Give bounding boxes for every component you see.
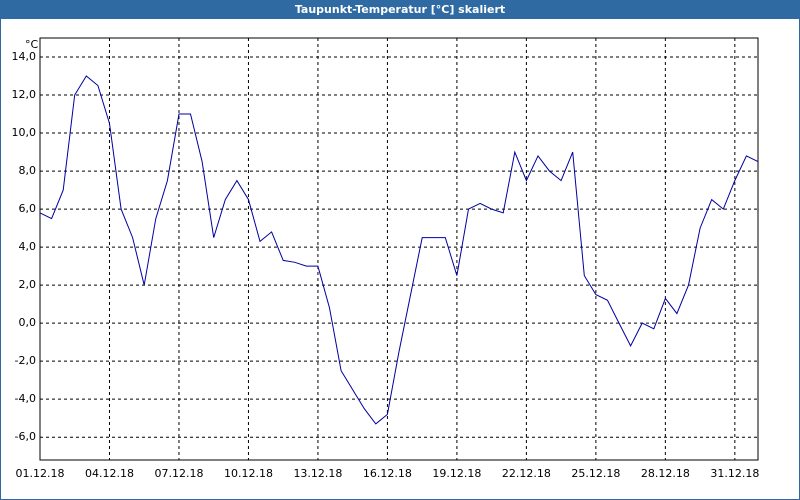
y-tick-label: 4,0 bbox=[19, 240, 37, 253]
y-tick-label: 8,0 bbox=[19, 164, 37, 177]
x-tick-label: 10.12.18 bbox=[224, 467, 273, 480]
x-tick-label: 07.12.18 bbox=[154, 467, 203, 480]
x-tick-label: 16.12.18 bbox=[363, 467, 412, 480]
y-tick-label: -6,0 bbox=[15, 430, 36, 443]
x-tick-label: 22.12.18 bbox=[502, 467, 551, 480]
y-tick-label: -2,0 bbox=[15, 354, 36, 367]
x-tick-label: 31.12.18 bbox=[710, 467, 759, 480]
y-tick-label: 2,0 bbox=[19, 278, 37, 291]
y-tick-label: 0,0 bbox=[19, 316, 37, 329]
data-line bbox=[39, 75, 759, 425]
y-tick-label: 6,0 bbox=[19, 202, 37, 215]
x-tick-label: 28.12.18 bbox=[641, 467, 690, 480]
y-tick-label: 12,0 bbox=[12, 88, 37, 101]
title-bar bbox=[0, 0, 800, 19]
y-tick-label: 10,0 bbox=[12, 126, 37, 139]
x-tick-label: 19.12.18 bbox=[432, 467, 481, 480]
y-tick-label: 14,0 bbox=[12, 50, 37, 63]
x-tick-label: 04.12.18 bbox=[85, 467, 134, 480]
x-tick-label: 13.12.18 bbox=[293, 467, 342, 480]
y-tick-label: -4,0 bbox=[15, 392, 36, 405]
x-tick-label: 25.12.18 bbox=[571, 467, 620, 480]
chart-title: Taupunkt-Temperatur [°C] skaliert bbox=[295, 3, 505, 16]
x-tick-label: 01.12.18 bbox=[16, 467, 65, 480]
y-unit: °C bbox=[25, 38, 39, 51]
